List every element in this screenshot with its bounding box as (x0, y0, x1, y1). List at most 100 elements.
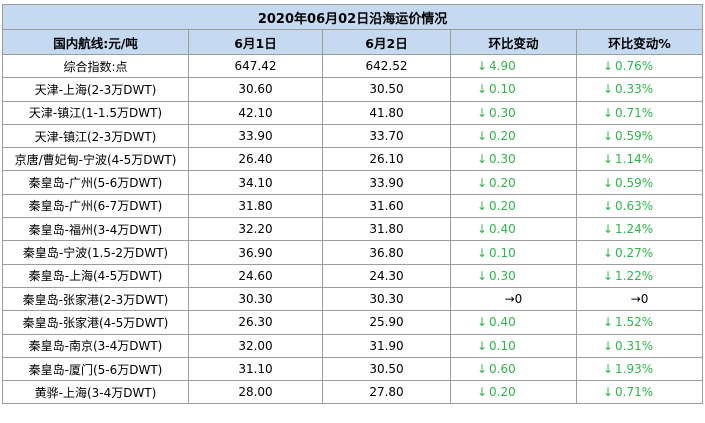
change-cell: ↓ 0.30 (450, 100, 577, 125)
change-pct-cell: ↓ 1.52% (575, 310, 704, 335)
june2-value-cell: 31.60 (322, 193, 451, 219)
table-row: 京唐/曹妃甸-宁波(4-5万DWT) 26.40 26.10 ↓ 0.30 ↓ 1.14% (2, 147, 704, 172)
arrow-down-icon: ↓ (603, 362, 614, 376)
freight-rate-table: 2020年06月02日沿海运价情况 国内航线:元/吨 6月1日 6月2日 环比变… (1, 4, 704, 405)
table-row: 秦皇岛-广州(6-7万DWT) 31.80 31.60 ↓ 0.20 ↓ 0.63% (2, 193, 704, 219)
route-cell: 综合指数:点 (2, 53, 189, 79)
change-cell: →0 (450, 286, 577, 312)
june1-value-cell: 26.40 (188, 147, 323, 172)
arrow-down-icon: ↓ (603, 59, 614, 74)
table-row: 天津-上海(2-3万DWT) 30.60 30.50 ↓ 0.10 ↓ 0.33% (2, 77, 704, 102)
change-value: 4.90 (489, 59, 516, 74)
change-cell: ↓ 0.60 (450, 356, 577, 382)
arrow-down-icon: ↓ (477, 105, 488, 120)
column-header-route: 国内航线:元/吨 (2, 29, 189, 55)
arrow-down-icon: ↓ (603, 222, 614, 237)
june1-value-cell: 34.10 (188, 170, 323, 195)
route-cell: 秦皇岛-宁波(1.5-2万DWT) (2, 240, 189, 265)
route-cell: 秦皇岛-张家港(2-3万DWT) (2, 286, 189, 312)
change-pct-value: 0.76% (615, 59, 654, 74)
route-cell: 天津-镇江(1-1.5万DWT) (2, 100, 189, 125)
column-header-change: 环比变动 (450, 29, 577, 55)
arrow-down-icon: ↓ (477, 59, 488, 74)
june1-value-cell: 28.00 (188, 380, 323, 405)
change-cell: ↓ 0.40 (450, 310, 577, 335)
june1-value-cell: 42.10 (188, 100, 323, 125)
arrow-down-icon: ↓ (603, 315, 614, 330)
change-value: 0.40 (489, 222, 516, 237)
june1-value-cell: 26.30 (188, 310, 323, 335)
column-header-june2: 6月2日 (322, 29, 451, 55)
change-pct-cell: ↓ 0.27% (575, 240, 704, 265)
route-cell: 秦皇岛-张家港(4-5万DWT) (2, 310, 189, 335)
route-cell: 秦皇岛-上海(4-5万DWT) (2, 263, 189, 288)
change-pct-value: 1.52% (615, 315, 654, 330)
june2-value-cell: 30.30 (322, 286, 451, 312)
table-row: 秦皇岛-上海(4-5万DWT) 24.60 24.30 ↓ 0.30 ↓ 1.22% (2, 263, 704, 288)
change-pct-cell: ↓ 0.71% (575, 380, 704, 405)
arrow-down-icon: ↓ (603, 268, 614, 283)
change-pct-cell: ↓ 1.24% (575, 217, 704, 242)
june2-value-cell: 24.30 (322, 263, 451, 288)
arrow-down-icon: ↓ (477, 198, 488, 213)
change-pct-cell: ↓ 0.59% (575, 123, 704, 149)
arrow-down-icon: ↓ (477, 385, 488, 400)
june2-value-cell: 41.80 (322, 100, 451, 125)
june1-value-cell: 31.80 (188, 193, 323, 219)
june1-value-cell: 31.10 (188, 356, 323, 382)
arrow-down-icon: ↓ (477, 175, 488, 190)
arrow-down-icon: ↓ (477, 222, 488, 237)
arrow-down-icon: ↓ (603, 245, 614, 260)
change-cell: ↓ 0.20 (450, 123, 577, 149)
change-cell: ↓ 0.10 (450, 77, 577, 102)
change-pct-cell: ↓ 0.71% (575, 100, 704, 125)
route-cell: 黄骅-上海(3-4万DWT) (2, 380, 189, 405)
table-row: 秦皇岛-张家港(4-5万DWT) 26.30 25.90 ↓ 0.40 ↓ 1.52% (2, 310, 704, 335)
change-value: 0.10 (489, 82, 516, 97)
change-pct-cell: ↓ 0.31% (575, 333, 704, 358)
june1-value-cell: 36.90 (188, 240, 323, 265)
arrow-down-icon: ↓ (603, 129, 614, 144)
route-cell: 秦皇岛-广州(6-7万DWT) (2, 193, 189, 219)
arrow-down-icon: ↓ (477, 315, 488, 330)
route-cell: 京唐/曹妃甸-宁波(4-5万DWT) (2, 147, 189, 172)
change-value: 0.10 (489, 338, 516, 353)
june1-value-cell: 32.00 (188, 333, 323, 358)
change-value: 0.30 (489, 105, 516, 120)
arrow-down-icon: ↓ (477, 129, 488, 144)
change-cell: ↓ 0.10 (450, 240, 577, 265)
table-row: 综合指数:点 647.42 642.52 ↓ 4.90 ↓ 0.76% (2, 53, 704, 79)
arrow-down-icon: ↓ (603, 175, 614, 190)
june1-value-cell: 30.30 (188, 286, 323, 312)
change-pct-value: 0.59% (615, 175, 654, 190)
change-pct-cell: ↓ 0.63% (575, 193, 704, 219)
change-cell: ↓ 0.20 (450, 380, 577, 405)
change-pct-cell: ↓ 0.33% (575, 77, 704, 102)
column-header-june1: 6月1日 (188, 29, 323, 55)
change-pct-value: 1.14% (615, 152, 654, 167)
change-pct-value: 0.33% (615, 82, 654, 97)
june2-value-cell: 30.50 (322, 356, 451, 382)
column-header-change-pct: 环比变动% (575, 29, 704, 55)
change-value: 0.10 (489, 245, 516, 260)
change-value: 0.20 (489, 198, 516, 213)
june2-value-cell: 33.90 (322, 170, 451, 195)
june2-value-cell: 36.80 (322, 240, 451, 265)
table-body: 综合指数:点 647.42 642.52 ↓ 4.90 ↓ 0.76% 天津-上海(2-3万D… (2, 53, 704, 405)
change-value: 0.20 (489, 385, 516, 400)
arrow-right-icon: → (630, 292, 641, 307)
change-pct-value: 0.27% (615, 245, 654, 260)
change-value: 0.30 (489, 152, 516, 167)
change-pct-value: 1.24% (615, 222, 654, 237)
change-value: 0.30 (489, 268, 516, 283)
table-row: 天津-镇江(1-1.5万DWT) 42.10 41.80 ↓ 0.30 ↓ 0.71% (2, 100, 704, 125)
change-value: 0.40 (489, 315, 516, 330)
arrow-down-icon: ↓ (603, 152, 614, 167)
change-value: 0.20 (489, 129, 516, 144)
change-pct-cell: →0 (575, 286, 704, 312)
june2-value-cell: 27.80 (322, 380, 451, 405)
arrow-down-icon: ↓ (603, 82, 614, 97)
june2-value-cell: 33.70 (322, 123, 451, 149)
arrow-down-icon: ↓ (477, 152, 488, 167)
june2-value-cell: 30.50 (322, 77, 451, 102)
